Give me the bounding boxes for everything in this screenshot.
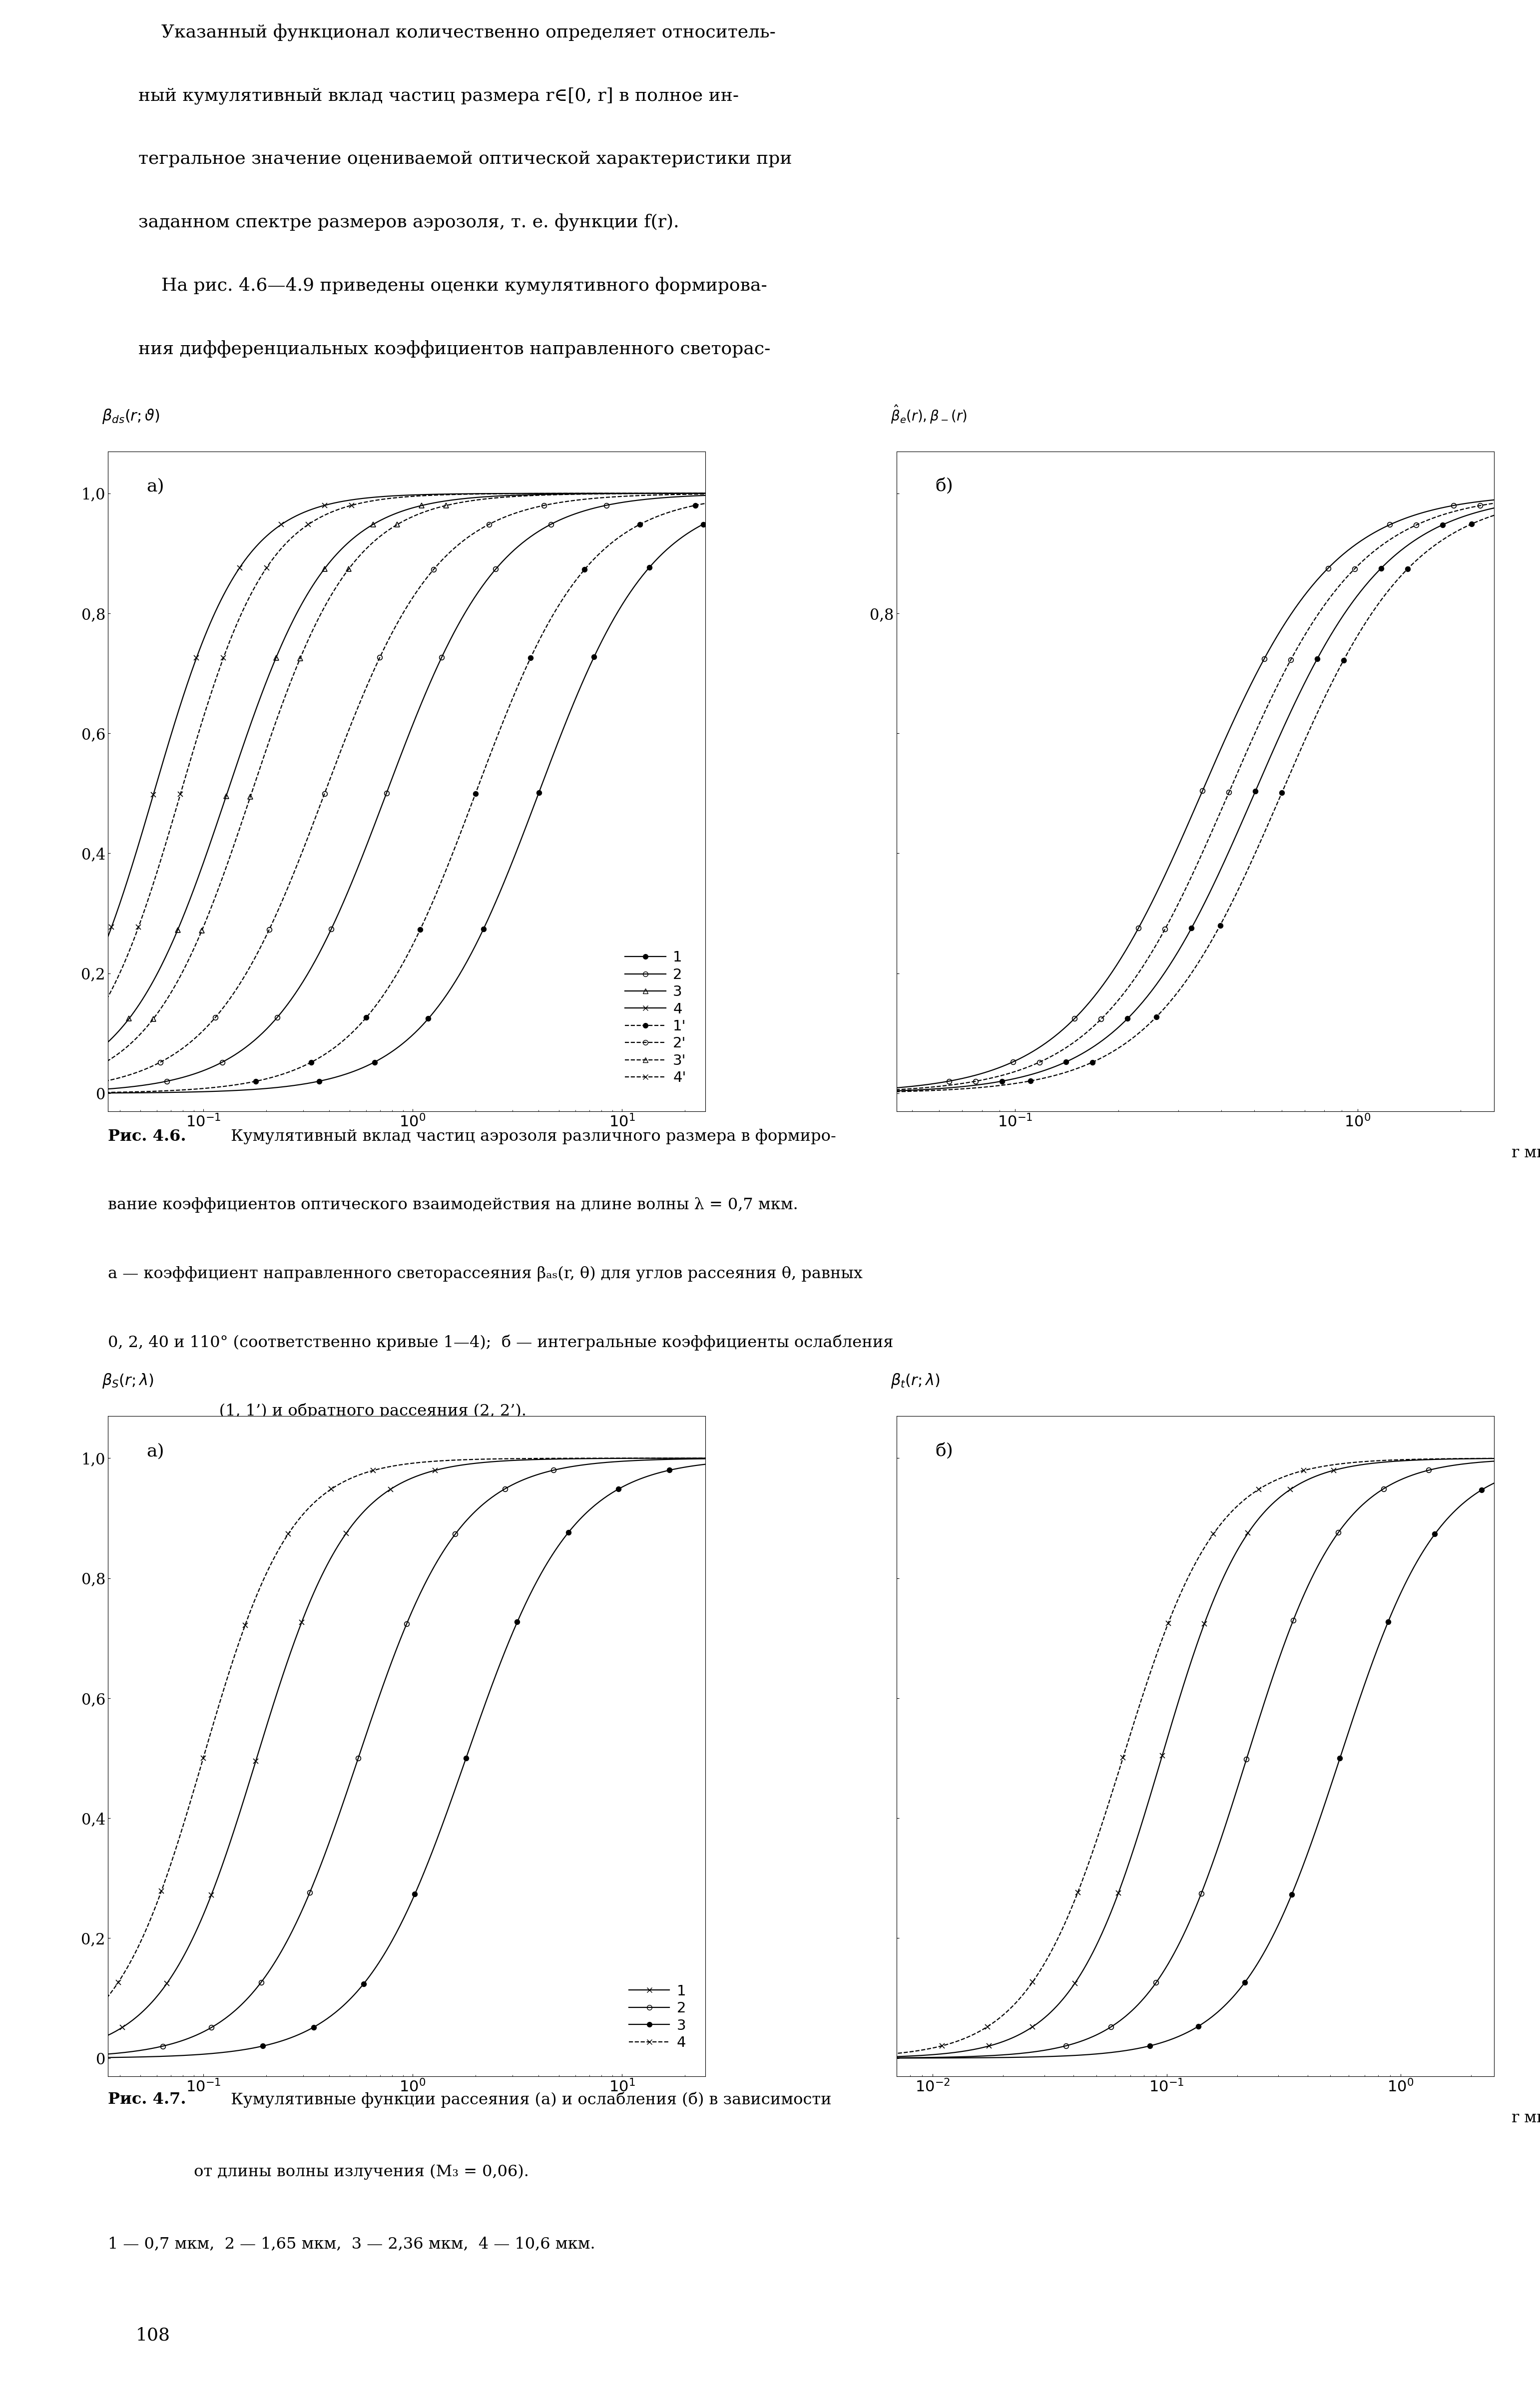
Text: $\beta_{ds}(r;\vartheta)$: $\beta_{ds}(r;\vartheta)$ bbox=[102, 408, 160, 425]
Text: а): а) bbox=[146, 477, 165, 494]
Text: (1, 1’) и обратного рассеяния (2, 2’).: (1, 1’) и обратного рассеяния (2, 2’). bbox=[108, 1403, 527, 1420]
Text: Кумулятивный вклад частиц аэрозоля различного размера в формиро-: Кумулятивный вклад частиц аэрозоля разли… bbox=[226, 1129, 836, 1145]
Legend: 1, 2, 3, 4: 1, 2, 3, 4 bbox=[622, 1978, 691, 2057]
Text: $\hat{\beta}_e(r),\beta_-(r)$: $\hat{\beta}_e(r),\beta_-(r)$ bbox=[890, 403, 967, 425]
Text: r мкм: r мкм bbox=[1512, 2109, 1540, 2126]
Text: Кумулятивные функции рассеяния (а) и ослабления (б) в зависимости: Кумулятивные функции рассеяния (а) и осл… bbox=[226, 2093, 832, 2107]
Text: $\beta_t(r;\lambda)$: $\beta_t(r;\lambda)$ bbox=[890, 1372, 939, 1389]
Text: б): б) bbox=[935, 1444, 953, 1460]
Legend: 1, 2, 3, 4, 1', 2', 3', 4': 1, 2, 3, 4, 1', 2', 3', 4' bbox=[619, 945, 691, 1090]
Text: а): а) bbox=[146, 1444, 165, 1460]
Text: 0, 2, 40 и 110° (соответственно кривые 1—4);  б — интегральные коэффициенты осла: 0, 2, 40 и 110° (соответственно кривые 1… bbox=[108, 1334, 893, 1350]
Text: r мкм: r мкм bbox=[1512, 1145, 1540, 1162]
Text: Указанный функционал количественно определяет относитель-: Указанный функционал количественно опред… bbox=[139, 24, 776, 41]
Text: а — коэффициент направленного светорассеяния βₐₛ(r, θ) для углов рассеяния θ, ра: а — коэффициент направленного светорассе… bbox=[108, 1267, 862, 1281]
Text: Рис. 4.7.: Рис. 4.7. bbox=[108, 2093, 186, 2107]
Text: вание коэффициентов оптического взаимодействия на длине волны λ = 0,7 мкм.: вание коэффициентов оптического взаимоде… bbox=[108, 1198, 798, 1212]
Text: от длины волны излучения (M₃ = 0,06).: от длины волны излучения (M₃ = 0,06). bbox=[108, 2164, 528, 2178]
Text: Рис. 4.6.: Рис. 4.6. bbox=[108, 1129, 186, 1145]
Text: ния дифференциальных коэффициентов направленного светорас-: ния дифференциальных коэффициентов напра… bbox=[139, 341, 770, 358]
Text: б): б) bbox=[935, 477, 953, 494]
Text: На рис. 4.6—4.9 приведены оценки кумулятивного формирова-: На рис. 4.6—4.9 приведены оценки кумулят… bbox=[139, 277, 767, 296]
Text: 108: 108 bbox=[136, 2326, 169, 2343]
Text: ный кумулятивный вклад частиц размера r∈[0, r] в полное ин-: ный кумулятивный вклад частиц размера r∈… bbox=[139, 88, 739, 105]
Text: $\beta_S(r;\lambda)$: $\beta_S(r;\lambda)$ bbox=[102, 1372, 154, 1389]
Text: 1 — 0,7 мкм,  2 — 1,65 мкм,  3 — 2,36 мкм,  4 — 10,6 мкм.: 1 — 0,7 мкм, 2 — 1,65 мкм, 3 — 2,36 мкм,… bbox=[108, 2236, 594, 2252]
Text: заданном спектре размеров аэрозоля, т. е. функции f(r).: заданном спектре размеров аэрозоля, т. е… bbox=[139, 215, 679, 231]
Text: тегральное значение оцениваемой оптической характеристики при: тегральное значение оцениваемой оптическ… bbox=[139, 150, 792, 167]
